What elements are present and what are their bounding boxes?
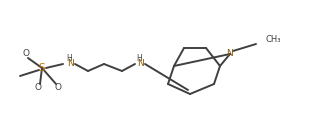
Text: CH₃: CH₃	[266, 36, 281, 44]
Text: H: H	[66, 54, 72, 63]
Text: O: O	[34, 84, 42, 92]
Text: H: H	[136, 54, 142, 63]
Text: N: N	[227, 50, 233, 58]
Text: O: O	[23, 50, 30, 58]
Text: N: N	[67, 59, 73, 69]
Text: S: S	[39, 63, 45, 73]
Text: O: O	[54, 84, 61, 92]
Text: N: N	[137, 59, 143, 69]
